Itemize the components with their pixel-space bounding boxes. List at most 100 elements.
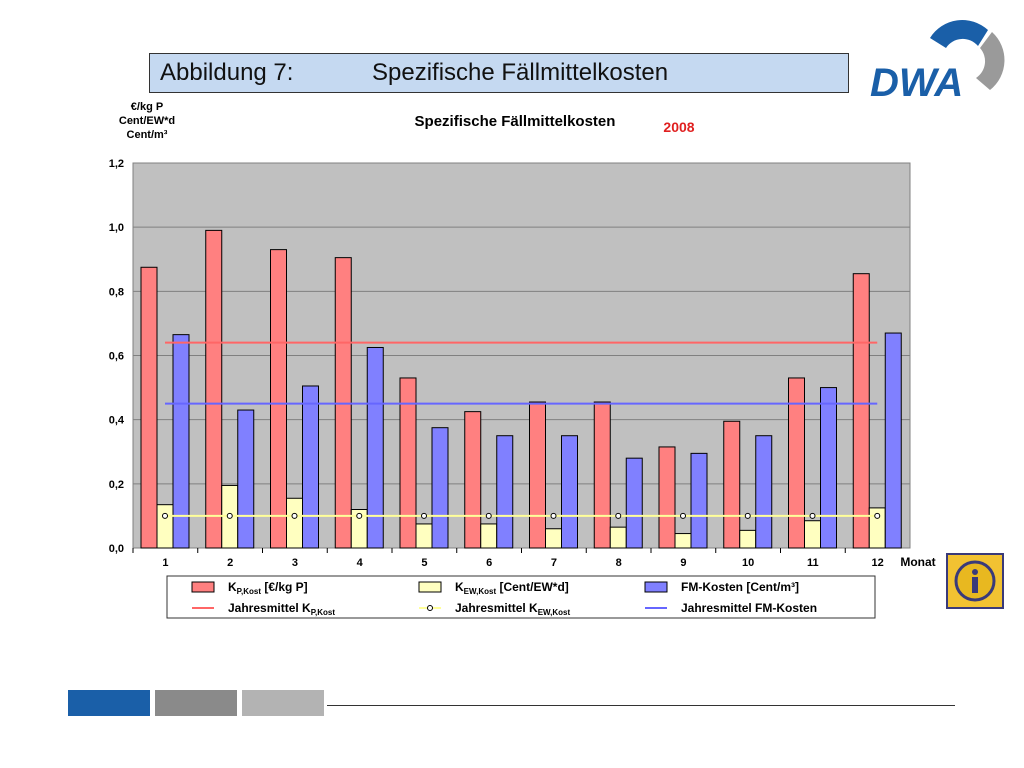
- x-tick-label: 1: [162, 557, 168, 569]
- info-icon: [954, 560, 996, 602]
- cost-chart: €/kg P Cent/EW*d Cent/m³ Spezifische Fäl…: [109, 101, 936, 619]
- mean-marker-k-ew: [550, 512, 557, 519]
- bar-k-ew: [739, 529, 757, 549]
- x-axis-label: Monat: [900, 555, 935, 569]
- logo-arc-blue: [930, 20, 988, 48]
- legend-swatch: [191, 581, 215, 593]
- bar-k-ew: [286, 497, 303, 549]
- bar-fm-kosten: [431, 427, 449, 549]
- bar-k-p: [788, 377, 805, 549]
- logo-text: DWA: [870, 61, 963, 100]
- bar-fm-kosten: [884, 332, 902, 549]
- bar-fm-kosten: [237, 409, 255, 549]
- bar-k-p: [399, 377, 417, 549]
- mean-lines: [162, 341, 881, 519]
- bar-fm-kosten: [561, 435, 578, 549]
- y-axis-label-line: Cent/EW*d: [119, 115, 175, 127]
- legend: KP,Kost [€/kg P] KEW,Kost [Cent/EW*d] FM-K…: [166, 575, 876, 619]
- footer-bar-blue: [68, 690, 150, 716]
- mean-marker-k-ew: [809, 512, 816, 519]
- mean-marker-k-ew: [744, 512, 751, 519]
- logo-arc-grey: [976, 32, 1005, 90]
- bar-k-p: [529, 401, 546, 549]
- mean-marker-k-ew: [291, 512, 298, 519]
- bar-fm-kosten: [820, 387, 837, 549]
- x-tick-label: 2: [227, 557, 233, 569]
- x-tick-label: 4: [357, 557, 364, 569]
- bar-fm-kosten: [366, 346, 384, 549]
- mean-marker-k-ew: [162, 512, 168, 519]
- legend-label: Jahresmittel KEW,Kost: [455, 601, 570, 617]
- bar-k-ew: [480, 523, 498, 549]
- legend-box: [166, 575, 876, 619]
- mean-marker-k-ew: [615, 512, 622, 519]
- bars: [140, 229, 902, 549]
- bar-k-p: [852, 273, 870, 549]
- x-tick-label: 12: [872, 557, 884, 569]
- bar-k-ew: [415, 523, 433, 549]
- mean-marker-k-ew: [226, 512, 233, 519]
- mean-marker-k-ew: [356, 512, 363, 519]
- footer-bar-dark-grey: [155, 690, 237, 716]
- bar-fm-kosten: [172, 334, 190, 549]
- bar-fm-kosten: [302, 385, 319, 549]
- y-tick-label: 0,4: [109, 415, 125, 427]
- info-button[interactable]: [946, 553, 1004, 609]
- x-tick-label: 8: [616, 557, 622, 569]
- mean-marker-k-ew: [485, 512, 492, 519]
- chart-year: 2008: [663, 119, 694, 135]
- bar-k-ew: [609, 526, 627, 549]
- heading-label: Abbildung 7:: [160, 59, 294, 86]
- y-axis-label: €/kg P Cent/EW*d Cent/m³: [119, 101, 175, 141]
- mean-marker-k-ew: [421, 512, 427, 519]
- x-tick-label: 10: [742, 557, 754, 569]
- bar-k-p: [140, 266, 158, 549]
- bar-k-p: [593, 401, 611, 549]
- x-tick-labels: 1 2 3 4 5 6 7 8 9 10 11 12: [132, 548, 884, 569]
- legend-label: Jahresmittel KP,Kost: [228, 601, 335, 617]
- y-tick-labels: 0,0 0,2 0,4 0,6 0,8 1,0 1,2: [109, 158, 125, 555]
- y-tick-label: 1,0: [109, 222, 124, 234]
- bar-k-ew: [804, 520, 821, 549]
- bar-k-ew: [545, 528, 562, 549]
- x-tick-label: 5: [421, 557, 427, 569]
- chart-title: Spezifische Fällmittelkosten: [415, 113, 616, 130]
- x-tick-label: 11: [807, 557, 819, 569]
- heading-title: Spezifische Fällmittelkosten: [372, 59, 669, 86]
- bar-fm-kosten: [496, 435, 514, 549]
- footer-bar-light-grey: [242, 690, 324, 716]
- legend-label: FM-Kosten [Cent/m³]: [681, 580, 799, 594]
- dwa-logo: DWA: [870, 20, 1005, 100]
- bar-k-p: [658, 446, 676, 549]
- y-tick-label: 0,0: [109, 543, 124, 555]
- bar-fm-kosten: [625, 457, 643, 549]
- y-tick-label: 1,2: [109, 158, 124, 170]
- bar-fm-kosten: [690, 452, 708, 549]
- x-tick-label: 9: [680, 557, 686, 569]
- bar-fm-kosten: [755, 435, 773, 549]
- bar-k-ew: [156, 504, 174, 549]
- x-tick-label: 7: [551, 557, 557, 569]
- bar-k-ew: [674, 533, 692, 549]
- footer-line: [327, 705, 955, 706]
- mean-marker-k-ew: [874, 512, 881, 519]
- bar-k-p: [270, 249, 287, 549]
- bar-k-p: [723, 420, 741, 549]
- legend-swatch: [644, 581, 668, 593]
- mean-marker-k-ew: [680, 512, 686, 519]
- y-axis-label-line: €/kg P: [131, 101, 163, 113]
- legend-label: Jahresmittel FM-Kosten: [681, 601, 817, 615]
- x-tick-label: 3: [292, 557, 298, 569]
- legend-marker: [427, 605, 433, 611]
- slide-heading: Abbildung 7: Spezifische Fällmittelkoste…: [149, 53, 849, 93]
- y-tick-label: 0,8: [109, 286, 124, 298]
- legend-label: KEW,Kost [Cent/EW*d]: [455, 580, 569, 596]
- bar-k-p: [205, 229, 223, 549]
- x-tick-label: 6: [486, 557, 492, 569]
- y-tick-label: 0,6: [109, 351, 124, 363]
- legend-label: KP,Kost [€/kg P]: [228, 580, 308, 596]
- legend-swatch: [418, 581, 442, 593]
- bar-k-p: [464, 411, 482, 549]
- y-tick-label: 0,2: [109, 479, 124, 491]
- y-axis-label-line: Cent/m³: [127, 129, 168, 141]
